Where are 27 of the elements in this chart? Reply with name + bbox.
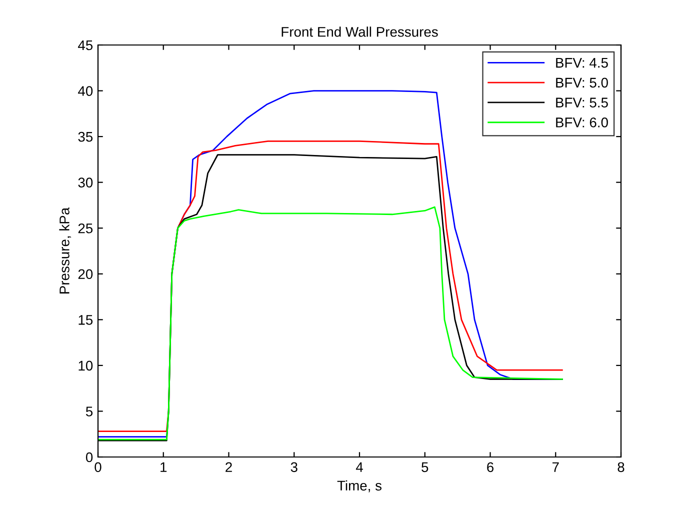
y-tick-label: 35 <box>78 132 93 142</box>
x-tick-label: 1 <box>160 462 167 472</box>
y-tick-label: 5 <box>86 406 93 416</box>
y-tick-label: 15 <box>78 315 93 325</box>
legend-label: BFV: 5.5 <box>556 98 608 108</box>
line-series <box>98 206 563 440</box>
x-tick-label: 0 <box>94 462 102 472</box>
y-tick-label: 40 <box>78 86 93 96</box>
x-tick-label: 7 <box>552 462 559 472</box>
y-tick-label: 20 <box>78 269 93 280</box>
x-tick-label: 4 <box>356 462 363 472</box>
x-tick-label: 8 <box>618 462 624 472</box>
x-axis-title: Time, s <box>337 480 382 492</box>
legend-label: BFV: 4.5 <box>556 58 608 68</box>
y-tick-label: 25 <box>78 223 93 234</box>
y-axis-title: Pressure, kPa <box>59 207 72 294</box>
x-tick-label: 3 <box>290 462 298 472</box>
x-tick-label: 5 <box>422 462 428 472</box>
legend-label: BFV: 6.0 <box>556 118 608 128</box>
x-tick-label: 2 <box>226 462 232 472</box>
legend-label: BFV: 5.0 <box>556 78 608 88</box>
y-tick-label: 45 <box>78 40 93 50</box>
y-tick-label: 30 <box>78 178 93 188</box>
x-tick-label: 6 <box>487 462 494 472</box>
chart-title: Front End Wall Pressures <box>282 26 438 37</box>
y-tick-label: 0 <box>86 452 93 462</box>
y-tick-label: 10 <box>78 360 93 371</box>
